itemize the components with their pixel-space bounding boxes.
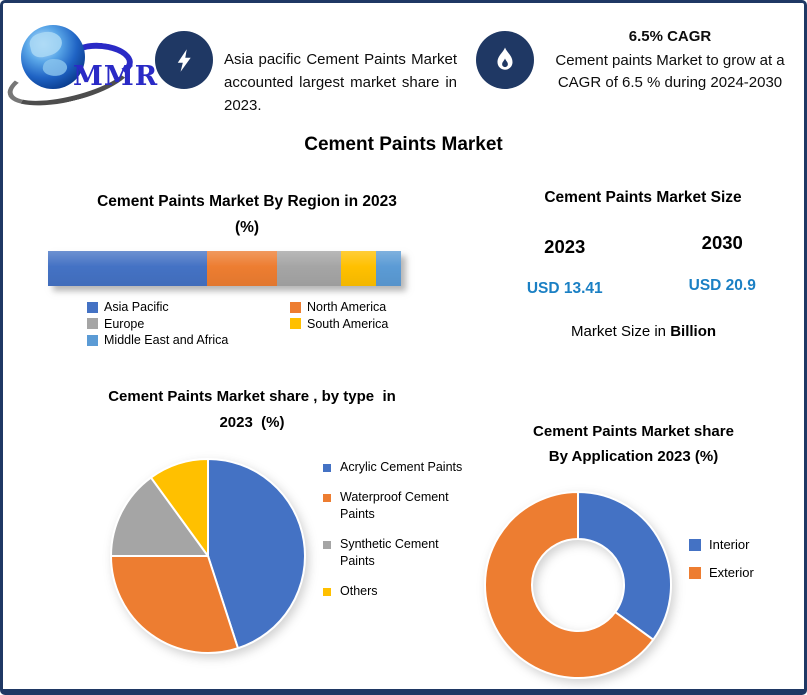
type-legend-item-others: Others: [323, 583, 464, 601]
region-swatch-north-america: [290, 301, 301, 313]
year-2030: 2030: [701, 232, 743, 253]
type-swatch-waterproof-cement-paints: [323, 493, 331, 502]
application-donut-chart: [484, 491, 672, 679]
region-swatch-asia-pacific: [87, 301, 98, 313]
region-chart-title: Cement Paints Market By Region in 2023 (…: [97, 193, 397, 236]
application-swatch-interior: [689, 538, 701, 551]
slice-exterior: [484, 491, 655, 679]
region-label-middle-east-and-africa: Middle East and Africa: [104, 333, 229, 347]
type-legend-item-synthetic-cement-paints: Synthetic Cement Paints: [323, 536, 464, 571]
bar-segment-middle-east-and-africa: [376, 251, 401, 286]
region-stacked-bar: [48, 251, 401, 286]
bar-segment-europe: [277, 251, 341, 286]
bar-segment-north-america: [206, 251, 278, 286]
region-legend-item-north-america: North America: [290, 299, 432, 316]
application-legend: Interior Exterior: [689, 537, 754, 580]
slice-synthetic-cement-paints: [110, 476, 209, 557]
flame-icon: [476, 31, 534, 89]
footnote-unit: Billion: [670, 323, 717, 340]
region-swatch-middle-east-and-africa: [87, 334, 98, 346]
market-size-title: Cement Paints Market Size: [544, 189, 742, 206]
type-pie-chart: [110, 458, 306, 654]
logo-text: MMR: [73, 61, 159, 92]
type-swatch-synthetic-cement-paints: [323, 540, 331, 549]
footnote-prefix: Market Size in: [570, 323, 671, 340]
flame-glyph: [497, 47, 513, 70]
application-swatch-exterior: [689, 566, 701, 579]
market-size-years: 2023 2030: [486, 232, 801, 258]
type-swatch-acrylic-cement-paints: [323, 464, 331, 472]
type-legend-item-waterproof-cement-paints: Waterproof Cement Paints: [323, 489, 464, 524]
cagr-title: 6.5% CAGR: [628, 28, 712, 45]
lightning-glyph: [177, 48, 191, 72]
region-label-south-america: South America: [307, 316, 389, 331]
highlight-share-text: Asia pacific Cement Paints Market accoun…: [224, 51, 457, 114]
region-label-north-america: North America: [307, 300, 387, 314]
region-legend-item-asia-pacific: Asia Pacific: [87, 299, 290, 316]
market-size-values: USD 13.41 USD 20.9: [486, 277, 801, 298]
year-2023: 2023: [544, 236, 586, 257]
type-label-others: Others: [340, 583, 378, 598]
page-title: Cement Paints Market: [304, 134, 503, 155]
type-swatch-others: [323, 587, 331, 596]
slice-acrylic-cement-paints: [207, 458, 306, 650]
type-label-waterproof-cement-paints: Waterproof Cement Paints: [340, 489, 449, 522]
type-legend: Acrylic Cement Paints Waterproof Cement P…: [323, 459, 464, 600]
application-legend-item-interior: Interior: [689, 537, 754, 552]
type-chart-title: Cement Paints Market share , by type in …: [108, 388, 396, 431]
region-legend: Asia Pacific North America Europe South Ame…: [87, 299, 432, 349]
bar-segment-south-america: [340, 251, 377, 286]
type-label-synthetic-cement-paints: Synthetic Cement Paints: [340, 536, 439, 569]
region-legend-item-south-america: South America: [290, 316, 432, 333]
type-label-acrylic-cement-paints: Acrylic Cement Paints: [340, 460, 463, 474]
slice-others: [149, 458, 209, 557]
region-legend-item-middle-east-and-africa: Middle East and Africa: [87, 332, 290, 349]
slice-waterproof-cement-paints: [110, 555, 239, 654]
value-2023: USD 13.41: [526, 280, 603, 297]
bar-segment-asia-pacific: [48, 251, 207, 286]
region-label-asia-pacific: Asia Pacific: [104, 300, 169, 314]
globe-icon: [21, 25, 85, 89]
market-size-footnote: Market Size in Billion: [486, 323, 801, 340]
cagr-text: Cement paints Market to grow at a CAGR o…: [555, 51, 785, 91]
region-swatch-south-america: [290, 318, 301, 330]
region-swatch-europe: [87, 318, 98, 330]
application-chart-title: Cement Paints Market share By Applicatio…: [533, 423, 734, 465]
highlight-cagr: 6.5% CAGR Cement paints Market to grow a…: [541, 26, 799, 93]
region-label-europe: Europe: [104, 316, 145, 331]
slice-interior: [577, 491, 672, 641]
application-label-interior: Interior: [709, 537, 750, 552]
application-legend-item-exterior: Exterior: [689, 565, 754, 580]
application-label-exterior: Exterior: [709, 565, 754, 580]
mmr-logo: MMR: [3, 17, 165, 116]
region-legend-item-europe: Europe: [87, 316, 290, 333]
type-legend-item-acrylic-cement-paints: Acrylic Cement Paints: [323, 459, 464, 477]
lightning-icon: [155, 31, 213, 89]
value-2030: USD 20.9: [688, 277, 756, 294]
